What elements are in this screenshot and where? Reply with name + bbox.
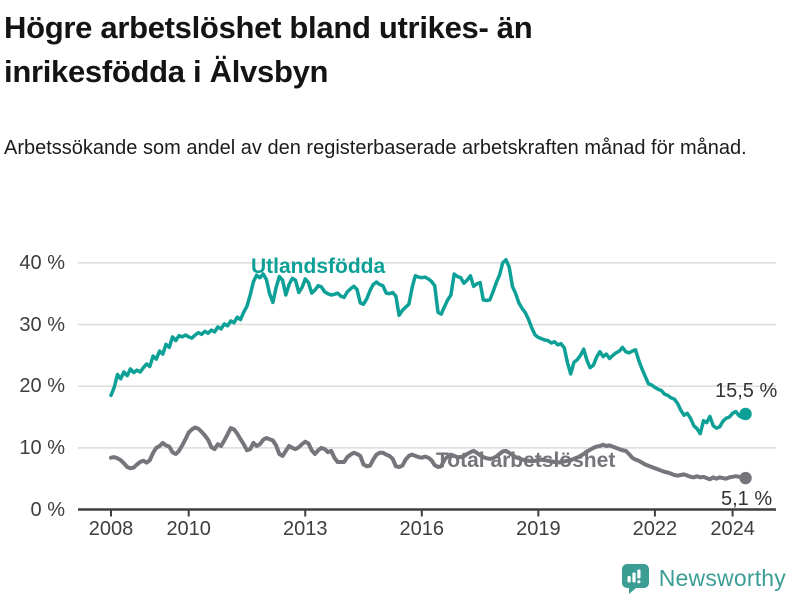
end-value-label-utlandsfodda: 15,5 % xyxy=(715,380,778,402)
y-axis-tick-label: 40 % xyxy=(19,251,65,274)
newsworthy-wordmark: Newsworthy xyxy=(658,565,786,591)
x-axis-tick-label: 2016 xyxy=(399,518,445,540)
series-line-0 xyxy=(109,258,748,436)
series-end-dot-0 xyxy=(739,407,752,421)
x-axis-tick-label: 2010 xyxy=(166,518,211,540)
newsworthy-icon xyxy=(621,564,649,594)
chart-title: Högre arbetslöshet bland utrikes- än inr… xyxy=(4,10,533,89)
series-end-dot-1 xyxy=(739,471,752,485)
series-label-total-arbetsloshet: Total arbetslöshet xyxy=(436,449,616,472)
y-axis-tick-label: 30 % xyxy=(19,313,65,336)
x-axis-tick-label: 2013 xyxy=(283,518,328,540)
chart-subtitle: Arbetssökande som andel av den registerb… xyxy=(4,137,747,159)
x-axis-tick-label: 2008 xyxy=(88,518,134,540)
series-line-1 xyxy=(109,425,748,482)
x-axis-tick-label: 2024 xyxy=(710,518,755,540)
series-label-utlandsfodda: Utlandsfödda xyxy=(251,255,386,278)
x-axis-tick-label: 2022 xyxy=(632,518,678,540)
newsworthy-logo: Newsworthy xyxy=(620,562,786,595)
x-axis-tick-label: 2019 xyxy=(516,518,561,540)
y-axis-tick-label: 0 % xyxy=(30,498,65,521)
end-value-label-total: 5,1 % xyxy=(721,488,773,510)
y-axis-tick-label: 10 % xyxy=(19,436,65,459)
y-axis-tick-label: 20 % xyxy=(19,375,65,398)
